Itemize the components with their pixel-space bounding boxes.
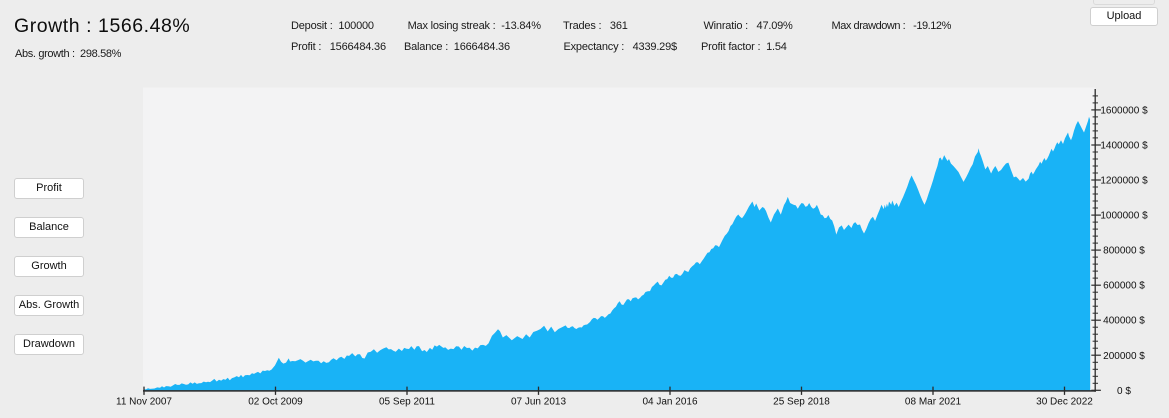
svg-text:08 Mar 2021: 08 Mar 2021: [905, 397, 962, 408]
svg-text:600000 $: 600000 $: [1103, 281, 1145, 292]
svg-text:05 Sep 2011: 05 Sep 2011: [379, 397, 435, 408]
svg-text:02 Oct 2009: 02 Oct 2009: [248, 397, 303, 408]
svg-text:07 Jun 2013: 07 Jun 2013: [511, 397, 566, 408]
svg-text:800000 $: 800000 $: [1103, 246, 1145, 257]
svg-text:200000 $: 200000 $: [1103, 351, 1145, 362]
svg-text:30 Dec 2022: 30 Dec 2022: [1036, 397, 1093, 408]
svg-text:04 Jan 2016: 04 Jan 2016: [642, 397, 697, 408]
svg-text:1600000 $: 1600000 $: [1100, 105, 1148, 116]
svg-text:0 $: 0 $: [1117, 386, 1131, 397]
svg-text:25 Sep 2018: 25 Sep 2018: [773, 397, 830, 408]
svg-text:11 Nov 2007: 11 Nov 2007: [116, 397, 172, 408]
svg-text:400000 $: 400000 $: [1103, 316, 1145, 327]
svg-text:1000000 $: 1000000 $: [1100, 211, 1148, 222]
svg-text:1200000 $: 1200000 $: [1100, 176, 1148, 187]
svg-text:1400000 $: 1400000 $: [1100, 141, 1148, 152]
